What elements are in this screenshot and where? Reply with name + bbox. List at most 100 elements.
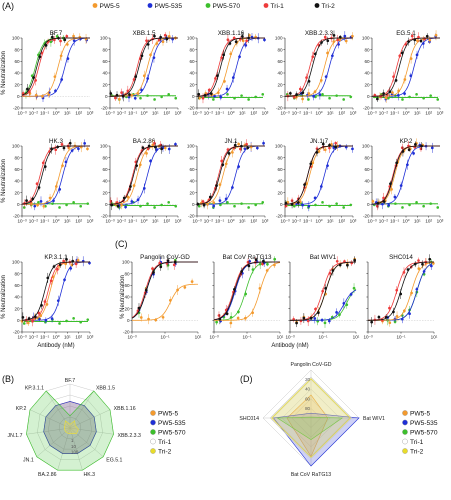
series-point bbox=[126, 195, 130, 199]
x-tick-label: 10⁻³ bbox=[363, 335, 373, 340]
series-point bbox=[166, 259, 170, 262]
series-point bbox=[147, 144, 151, 148]
series-point bbox=[406, 163, 409, 167]
legend-label: PW5-570 bbox=[158, 430, 186, 437]
series-point bbox=[419, 39, 423, 43]
y-tick-label: 80 bbox=[277, 155, 283, 160]
series-point bbox=[428, 38, 432, 42]
series-point bbox=[327, 319, 331, 323]
series-point bbox=[207, 88, 211, 92]
series-point bbox=[335, 310, 338, 314]
series-point bbox=[436, 98, 440, 101]
series-point bbox=[240, 144, 243, 148]
series-point bbox=[130, 200, 134, 203]
legend-swatch bbox=[150, 438, 156, 445]
series-point bbox=[37, 53, 40, 57]
series-line bbox=[289, 261, 357, 321]
x-tick-label: 10⁰ bbox=[53, 111, 60, 116]
series-point bbox=[215, 320, 218, 324]
legend-swatch bbox=[147, 3, 153, 8]
series-point bbox=[415, 201, 418, 204]
series-point bbox=[320, 318, 324, 322]
series-point bbox=[342, 302, 346, 305]
series-point bbox=[202, 203, 206, 207]
panel-title: KP.3.1.1 bbox=[44, 254, 68, 261]
y-tick-label: 0 bbox=[367, 202, 370, 207]
curve-panel: Bat WIV1 10⁻³ 10⁻¹ 10¹ bbox=[285, 254, 359, 340]
series-point bbox=[400, 146, 404, 150]
x-tick-label: 10² bbox=[163, 219, 170, 224]
series-point bbox=[413, 262, 417, 266]
series-point bbox=[65, 319, 68, 323]
series-point bbox=[120, 91, 123, 94]
series-point bbox=[313, 90, 317, 94]
series-point bbox=[54, 185, 58, 188]
series-line bbox=[196, 145, 265, 205]
series-point bbox=[301, 203, 304, 207]
y-tick-label: 60 bbox=[277, 167, 283, 172]
y-tick-label: -20 bbox=[13, 106, 20, 111]
x-tick-label: 10⁻¹ bbox=[40, 335, 50, 340]
series-point bbox=[301, 97, 304, 101]
y-tick-label: 100 bbox=[122, 260, 130, 265]
series-point bbox=[401, 150, 405, 153]
y-tick-label: 60 bbox=[124, 283, 130, 288]
series-point bbox=[255, 146, 259, 150]
series-point bbox=[216, 74, 219, 78]
x-tick-label: 10⁻¹ bbox=[128, 111, 138, 116]
series-point bbox=[422, 204, 425, 208]
legend-item: PW5-535 bbox=[147, 3, 182, 10]
series-point bbox=[44, 44, 48, 47]
legend-label: Tri-1 bbox=[158, 439, 172, 446]
series-point bbox=[151, 267, 154, 270]
series-point bbox=[237, 142, 241, 146]
series-point bbox=[136, 198, 140, 202]
series-line bbox=[371, 145, 440, 205]
radar-spoke bbox=[29, 409, 71, 429]
y-tick-label: 40 bbox=[102, 71, 108, 76]
radar-axis-label: Bat WIV1 bbox=[363, 416, 385, 422]
series-point bbox=[83, 142, 86, 145]
series-point bbox=[132, 78, 136, 81]
series-point bbox=[26, 87, 29, 91]
y-tick-label: 80 bbox=[189, 47, 195, 52]
radar-axis-label: KP.2 bbox=[16, 406, 27, 412]
x-tick-label: 10¹ bbox=[152, 111, 159, 116]
legend-swatch bbox=[402, 438, 408, 445]
y-axis-label: % Neutralization bbox=[1, 51, 7, 95]
series-line bbox=[284, 145, 353, 205]
series-point bbox=[398, 54, 402, 58]
legend-item: Tri-1 bbox=[263, 3, 284, 10]
series-point bbox=[334, 145, 338, 149]
series-point bbox=[138, 163, 142, 167]
series-point bbox=[392, 75, 395, 79]
legend-label: PW5-5 bbox=[100, 3, 120, 10]
series-point bbox=[395, 315, 399, 318]
series-point bbox=[223, 79, 226, 83]
series-point bbox=[60, 142, 64, 146]
series-point bbox=[56, 299, 60, 303]
series-line bbox=[131, 261, 198, 319]
y-tick-label: 100 bbox=[100, 36, 108, 41]
series-point bbox=[218, 317, 222, 321]
series-point bbox=[39, 200, 43, 203]
series-point bbox=[153, 34, 156, 38]
series-point bbox=[307, 79, 311, 83]
series-point bbox=[381, 202, 384, 206]
series-point bbox=[229, 52, 233, 56]
panel-title: KP.2 bbox=[400, 138, 413, 145]
series-point bbox=[155, 42, 159, 45]
y-tick-label: 20 bbox=[14, 190, 20, 195]
y-tick-label: 60 bbox=[14, 167, 20, 172]
series-point bbox=[265, 269, 269, 272]
series-point bbox=[27, 317, 31, 320]
series-point bbox=[417, 259, 420, 262]
x-tick-label: 10⁰ bbox=[316, 111, 323, 116]
curve-panel: XBB.2.3.3 -20 0 20 40 60 80 100 10⁻³ 10⁻² 10⁻¹ 10⁰ 1… bbox=[275, 30, 357, 116]
series-point bbox=[65, 258, 68, 261]
series-point bbox=[226, 93, 229, 96]
series-point bbox=[254, 258, 258, 261]
x-tick-label: 10⁻³ bbox=[280, 219, 290, 224]
x-tick-label: 10² bbox=[425, 219, 432, 224]
x-tick-label: 10⁻¹ bbox=[215, 219, 225, 224]
